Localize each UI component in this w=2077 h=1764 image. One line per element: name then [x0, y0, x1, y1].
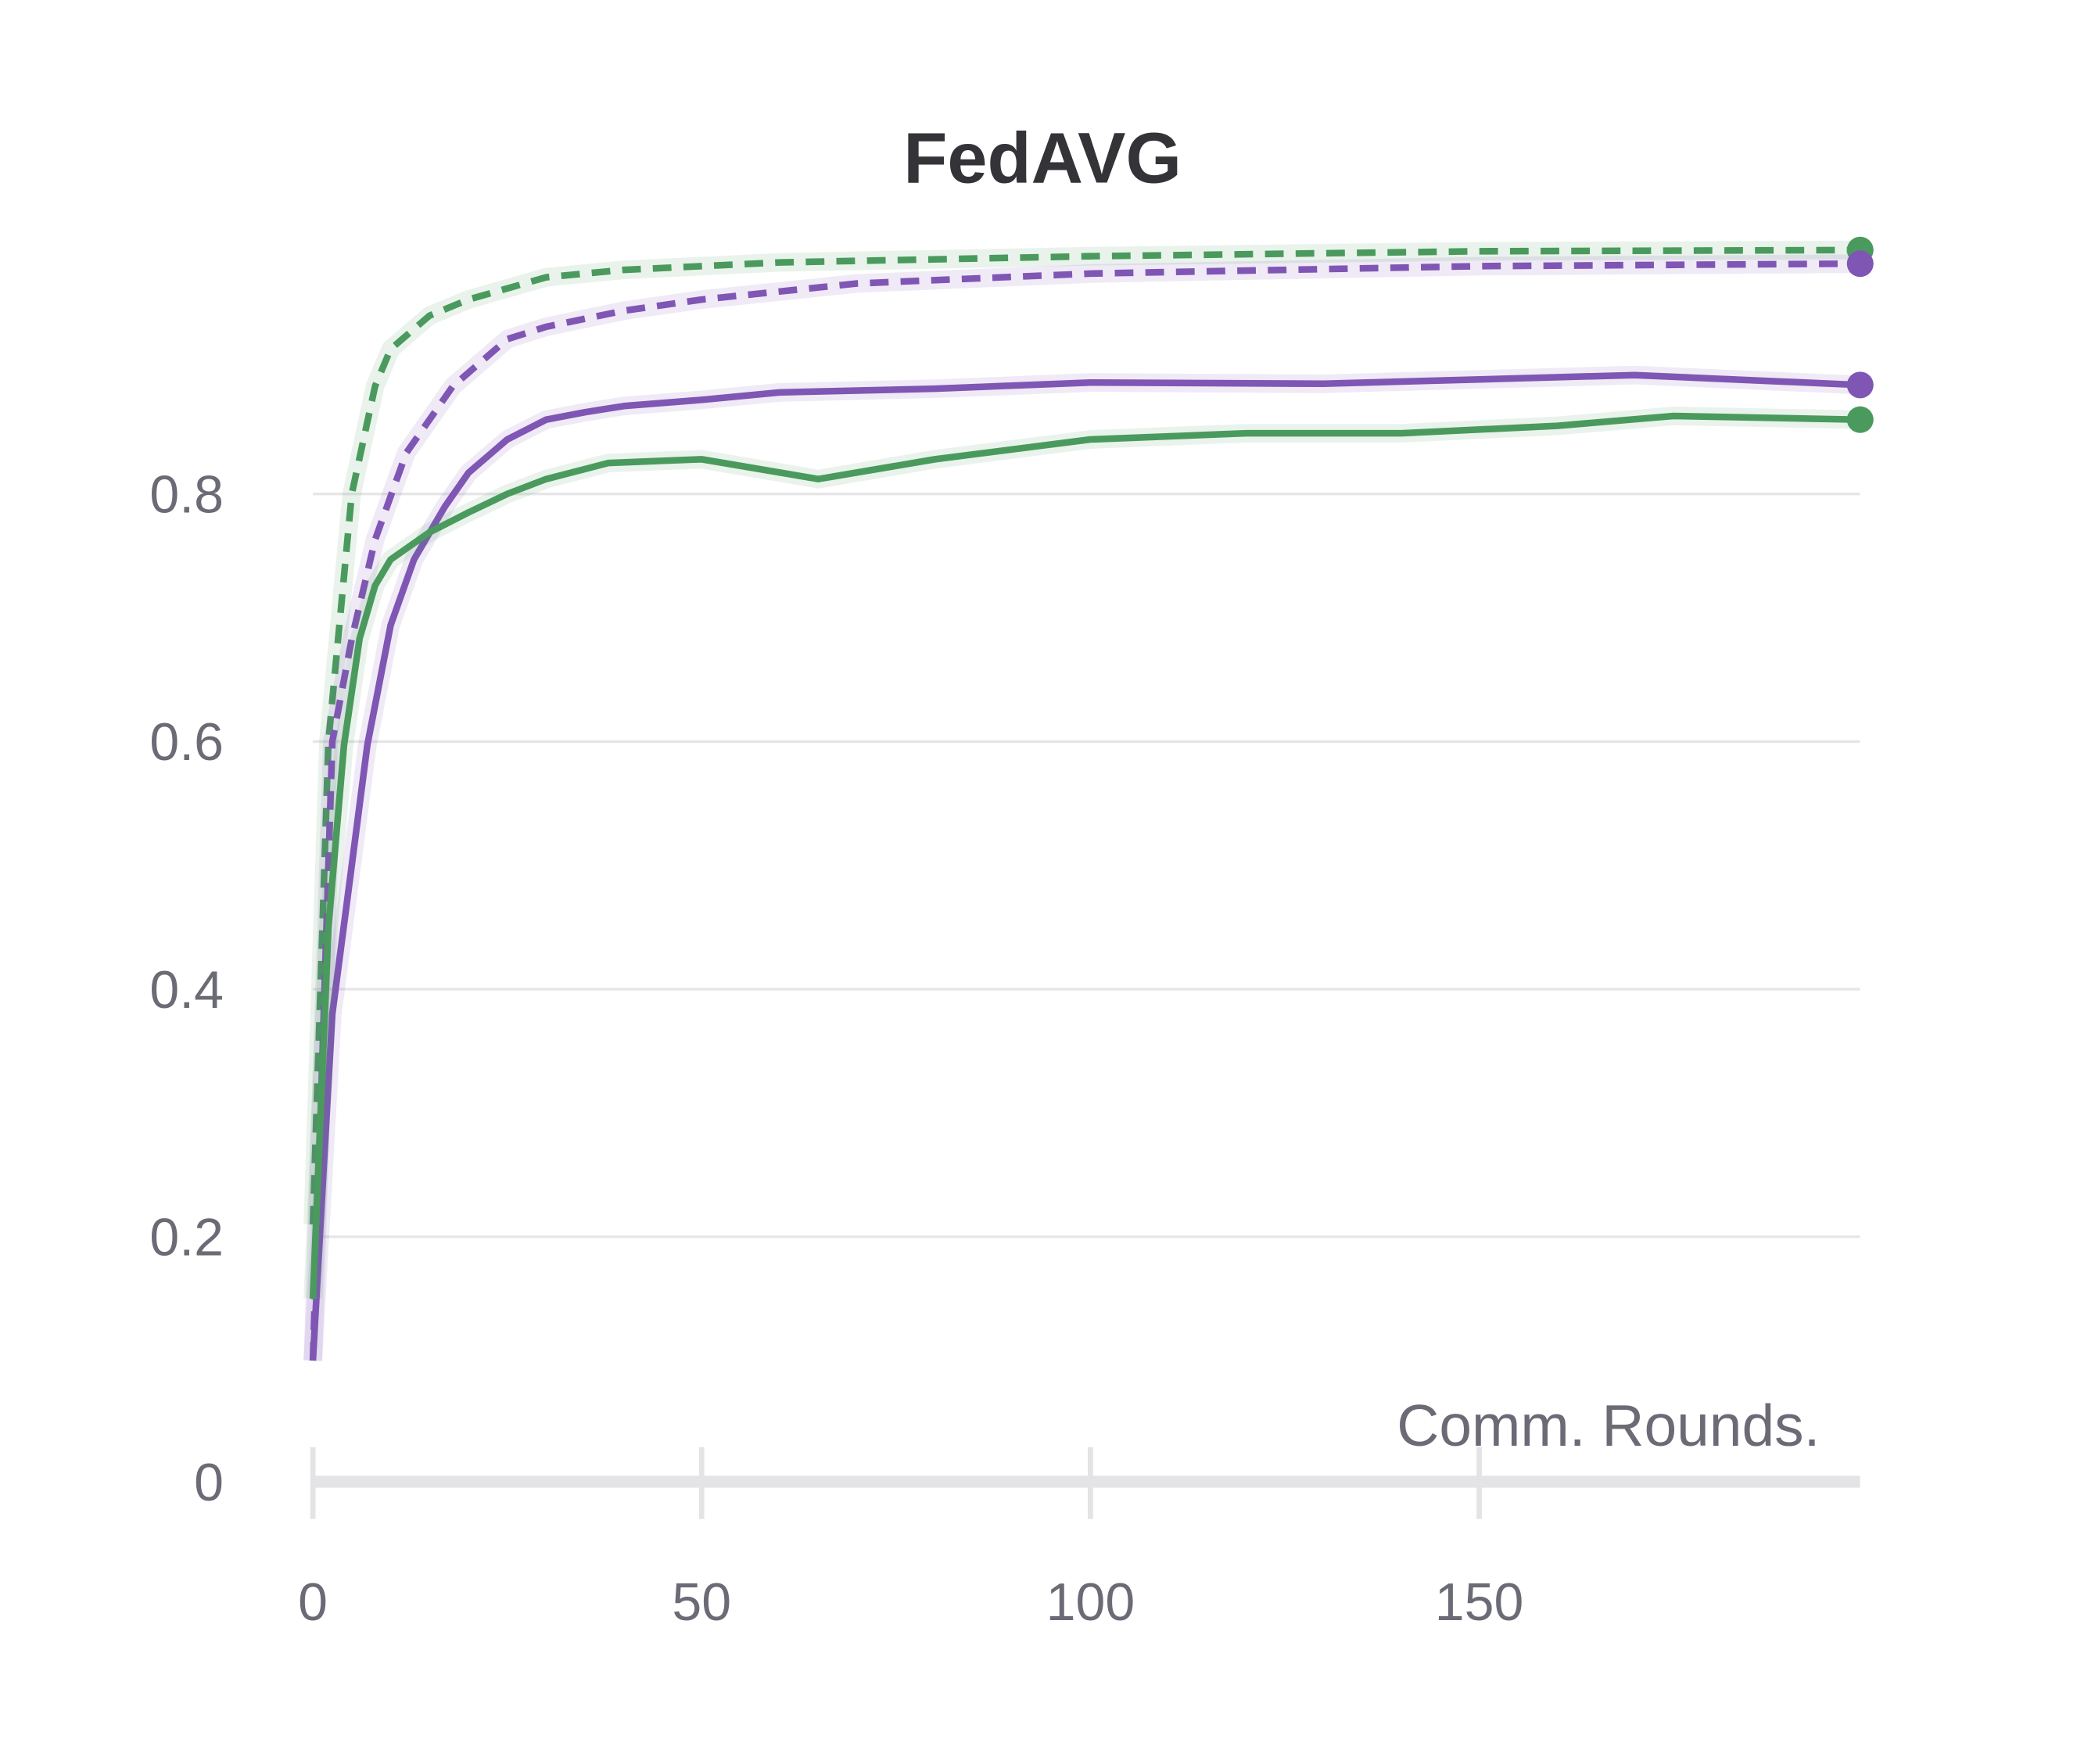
series-band-purple-solid — [303, 365, 1861, 1361]
series-endpoint-purple-solid — [1846, 371, 1874, 399]
series-line-purple-solid — [309, 371, 1860, 1361]
x-tick-label: 150 — [1435, 1572, 1524, 1632]
gridlines — [313, 493, 1860, 1239]
x-tick-label: 100 — [1046, 1572, 1135, 1632]
y-tick-label: 0 — [194, 1453, 224, 1512]
y-axis: 0 0.2 0.4 0.6 0.8 — [149, 465, 224, 1512]
x-axis: 0 50 100 150 — [298, 1447, 1860, 1632]
y-tick-label: 0.8 — [149, 465, 224, 525]
series-endpoint-purple-dashed — [1846, 250, 1874, 278]
y-tick-label: 0.6 — [149, 712, 224, 772]
series-group — [303, 236, 1874, 1361]
series-line-green-solid — [309, 412, 1860, 1300]
y-tick-label: 0.4 — [149, 960, 224, 1020]
chart-title: FedAVG — [903, 118, 1182, 198]
series-endpoint-green-solid — [1846, 406, 1874, 433]
series-line-purple-dashed — [309, 260, 1860, 1361]
x-tick-label: 0 — [298, 1572, 328, 1632]
x-axis-label: Comm. Rounds. — [1397, 1393, 1820, 1458]
series-band-green-dashed — [303, 240, 1860, 1225]
x-tick-label: 50 — [672, 1572, 731, 1632]
series-line-green-dashed — [309, 246, 1860, 1225]
y-tick-label: 0.2 — [149, 1208, 224, 1267]
series-band-green-solid — [303, 407, 1860, 1300]
